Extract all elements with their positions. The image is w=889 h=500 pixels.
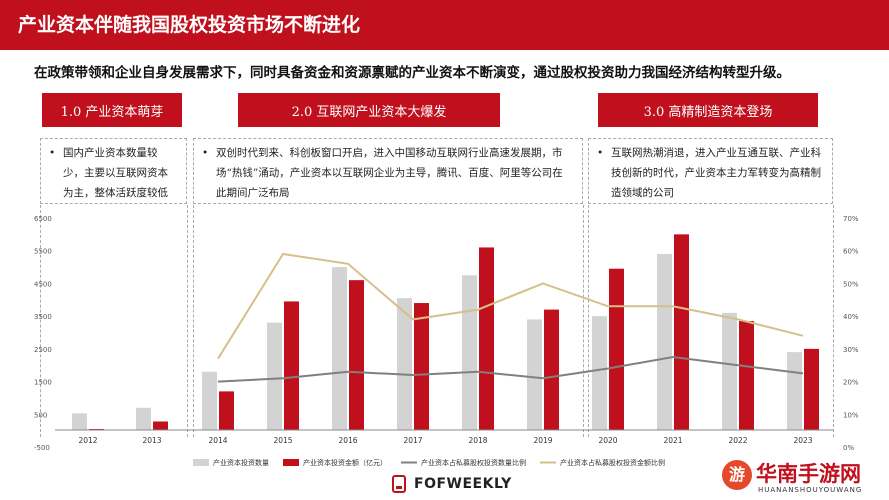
y-axis-right-tick-label: 20% (843, 379, 859, 387)
bar-investment-count (657, 253, 672, 430)
phase-1-description-box: • 国内产业资本数量较少，主要以互联网资本为主，整体活跃度较低 (40, 138, 187, 204)
line-amount-ratio (217, 252, 804, 360)
legend-label: 产业资本占私募股权投资金额比例 (560, 458, 665, 467)
phase-3-header: 3.0 高精制造资本登场 (598, 93, 818, 127)
bar-investment-amount (804, 348, 819, 430)
x-axis-tick-label: 2015 (273, 436, 292, 445)
y-axis-right-tick-label: 0% (843, 444, 854, 452)
y-axis-left-tick-label: 6500 (34, 215, 52, 223)
bullet-icon: • (49, 147, 56, 159)
phase-3-description-box: • 互联网热潮消退，进入产业互通互联、产业科技创新的时代，产业资本主力军转变为高… (588, 138, 833, 204)
bar-investment-count (722, 312, 737, 430)
bar-investment-count (202, 371, 217, 430)
y-axis-right-tick-label: 70% (843, 215, 859, 223)
y-axis-right-tick-label: 10% (843, 411, 859, 419)
bar-investment-amount (153, 421, 168, 430)
x-axis-tick-label: 2012 (78, 436, 97, 445)
footer-logo: FOFWEEKLY (392, 475, 512, 493)
watermark-pinyin: HUANANSHOUYOUWANG (758, 486, 863, 494)
bar-investment-amount (479, 247, 494, 430)
bar-investment-count (72, 413, 87, 430)
legend-label: 产业资本投资金额（亿元） (303, 458, 387, 467)
y-axis-left-tick-label: 2500 (34, 346, 52, 354)
legend-swatch (283, 459, 299, 466)
bar-investment-count (527, 319, 542, 430)
legend-label: 产业资本投资数量 (213, 458, 269, 467)
bar-investment-count (397, 298, 412, 430)
x-axis-tick-label: 2022 (728, 436, 747, 445)
y-axis-right-tick-label: 40% (843, 313, 859, 321)
phase-separator (583, 205, 584, 437)
y-axis-left-tick-label: 3500 (34, 313, 52, 321)
phase-1-header: 1.0 产业资本萌芽 (42, 93, 182, 127)
bullet-icon: • (597, 147, 604, 159)
x-axis-tick-label: 2016 (338, 436, 357, 445)
x-axis-tick-label: 2014 (208, 436, 227, 445)
y-axis-left-tick-label: -500 (34, 444, 50, 452)
x-axis-tick-label: 2019 (533, 436, 552, 445)
y-axis-left-tick-label: 5500 (34, 248, 52, 256)
y-axis-right-tick-label: 50% (843, 280, 859, 288)
y-axis-left-tick-label: 4500 (34, 280, 52, 288)
y-axis-left-tick-label: 500 (34, 411, 47, 419)
legend-swatch (193, 459, 209, 466)
bar-investment-amount (544, 309, 559, 430)
bar-investment-count (267, 322, 282, 430)
line-count-ratio (217, 355, 804, 383)
bullet-icon: • (202, 147, 209, 159)
bar-investment-amount (284, 301, 299, 430)
page-subtitle: 在政策带领和企业自身发展需求下，同时具备资金和资源禀赋的产业资本不断演变，通过股… (34, 65, 790, 81)
x-axis-tick-label: 2017 (403, 436, 422, 445)
bar-investment-amount (674, 234, 689, 430)
phase-2-description: 双创时代到来、科创板窗口开启，进入中国移动互联网行业高速发展期，市场“热钱”涌动… (216, 147, 563, 199)
bar-investment-count (136, 407, 151, 430)
bar-investment-count (787, 352, 802, 430)
bar-investment-count (592, 316, 607, 430)
bar-investment-amount (219, 391, 234, 430)
y-axis-right-tick-label: 30% (843, 346, 859, 354)
phase-separator (193, 205, 194, 437)
phase-3-description: 互联网热潮消退，进入产业互通互联、产业科技创新的时代，产业资本主力军转变为高精制… (611, 147, 821, 199)
phase-separator (187, 205, 188, 437)
bar-investment-count (462, 275, 477, 430)
page-title: 产业资本伴随我国股权投资市场不断进化 (18, 14, 361, 36)
title-bar: 产业资本伴随我国股权投资市场不断进化 (0, 0, 889, 50)
y-axis-left-tick-label: 1500 (34, 379, 52, 387)
watermark-logo-icon: 游 (722, 460, 752, 490)
watermark-text: 华南手游网 (756, 462, 861, 486)
x-axis-tick-label: 2020 (598, 436, 617, 445)
legend-label: 产业资本占私募股权投资数量比例 (421, 458, 526, 467)
phase-separator (833, 205, 834, 437)
x-axis-tick-label: 2018 (468, 436, 487, 445)
x-axis-tick-label: 2013 (142, 436, 161, 445)
footer-logo-text: FOFWEEKLY (414, 476, 512, 492)
bar-investment-amount (349, 280, 364, 430)
bar-investment-amount (414, 303, 429, 430)
phase-1-description: 国内产业资本数量较少，主要以互联网资本为主，整体活跃度较低 (63, 147, 168, 199)
phase-separator (40, 205, 41, 437)
bar-investment-amount (609, 268, 624, 430)
x-axis-tick-label: 2021 (663, 436, 682, 445)
phase-2-header: 2.0 互联网产业资本大爆发 (238, 93, 500, 127)
x-axis-tick-label: 2023 (793, 436, 812, 445)
watermark: 游 华南手游网 HUANANSHOUYOUWANG (722, 456, 889, 500)
fofweekly-logo-icon (392, 475, 406, 493)
y-axis-right-tick-label: 60% (843, 248, 859, 256)
bar-investment-count (332, 267, 347, 430)
phase-separator (588, 205, 589, 437)
phase-2-description-box: • 双创时代到来、科创板窗口开启，进入中国移动互联网行业高速发展期，市场“热钱”… (193, 138, 583, 204)
bar-investment-amount (739, 321, 754, 430)
